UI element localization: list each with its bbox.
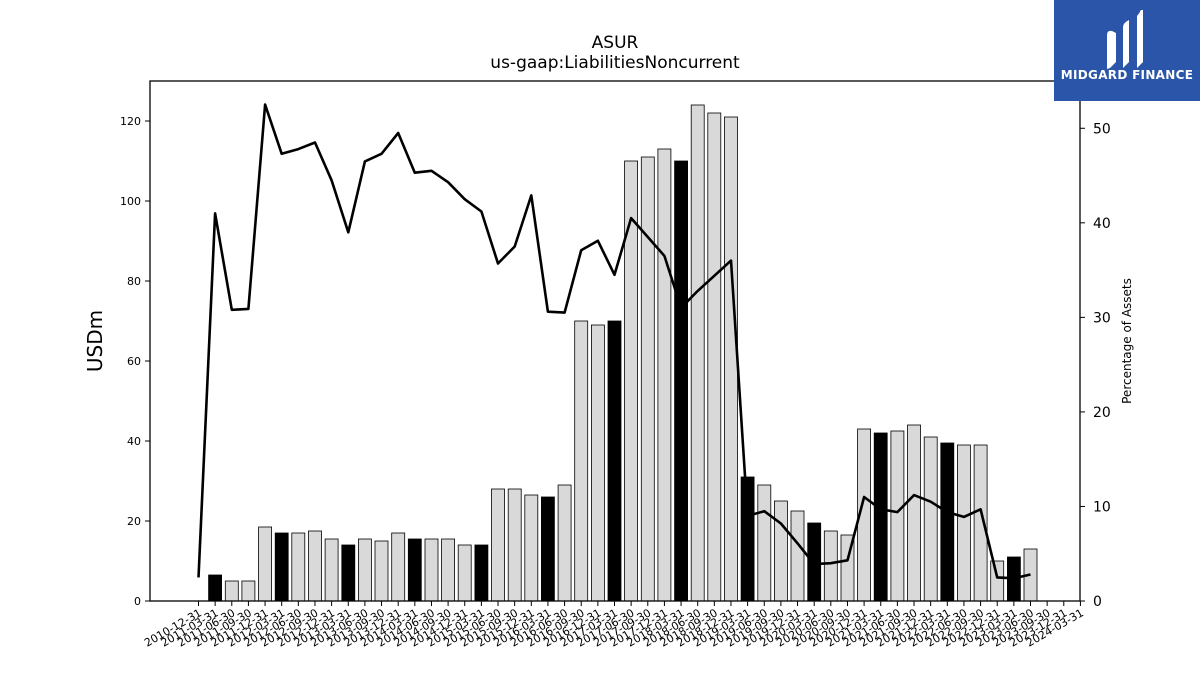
y2-tick-label: 0 <box>1093 594 1102 610</box>
bar-2013-09-30 <box>374 540 389 602</box>
bar-2014-12-31 <box>457 544 472 602</box>
y-tick-label: 0 <box>134 595 141 608</box>
bar-2014-06-30 <box>424 538 439 602</box>
y2-tick-label: 10 <box>1093 499 1111 515</box>
midgard-logo-icon <box>1107 10 1143 69</box>
y2-tick-label: 50 <box>1093 121 1111 137</box>
bar-2011-03-31 <box>208 574 223 602</box>
y-tick-label: 100 <box>120 195 141 208</box>
y-tick-label: 40 <box>127 435 141 448</box>
bar-2018-12-31 <box>724 116 738 602</box>
bar-2019-12-31 <box>790 510 805 602</box>
y-axis-right: 0 10 20 30 40 50 <box>1080 121 1111 610</box>
bar-2015-03-31 <box>474 544 489 602</box>
bar-2022-12-31 <box>990 560 1005 602</box>
chart-subtitle: us-gaap:LiabilitiesNoncurrent <box>490 53 740 73</box>
bar-2018-09-30 <box>707 112 722 602</box>
bar-2018-03-31 <box>674 160 688 602</box>
logo-text: MIDGARD FINANCE <box>1060 68 1194 82</box>
y-axis-label: USDm <box>83 310 107 372</box>
bar-2019-06-30 <box>757 484 772 602</box>
bar-2015-09-30 <box>507 488 522 602</box>
bar-2011-12-31 <box>258 526 273 602</box>
bar-2021-03-31 <box>873 432 888 602</box>
bar-2016-12-31 <box>591 324 605 602</box>
y2-tick-label: 40 <box>1093 216 1111 232</box>
x-axis: 2010-12-312011-03-312011-06-302011-09-30… <box>142 601 1086 650</box>
bar-2014-03-31 <box>407 538 422 602</box>
y-tick-label: 80 <box>127 275 141 288</box>
bar-2016-06-30 <box>557 484 572 602</box>
bar-2020-06-30 <box>823 530 838 602</box>
bar-2020-03-31 <box>807 522 822 602</box>
bar-2013-06-30 <box>357 538 372 602</box>
y-tick-label: 20 <box>127 515 141 528</box>
bar-2012-09-30 <box>308 530 322 602</box>
bar-2021-06-30 <box>890 430 905 602</box>
bar-2019-09-30 <box>774 500 788 602</box>
line-layer <box>197 103 1031 580</box>
chart-title: ASUR <box>591 33 639 53</box>
bar-2021-09-30 <box>907 424 921 602</box>
bar-2017-03-31 <box>607 320 622 602</box>
bar-2021-12-31 <box>923 436 938 602</box>
bar-2013-03-31 <box>341 544 356 602</box>
bar-2015-12-31 <box>524 494 539 602</box>
bar-2016-03-31 <box>541 496 555 602</box>
bar-2017-12-31 <box>657 148 672 602</box>
bar-2016-09-30 <box>574 320 589 602</box>
y2-tick-label: 30 <box>1093 310 1111 326</box>
bar-2019-03-31 <box>740 476 755 602</box>
bar-2017-09-30 <box>640 156 655 602</box>
bar-2012-03-31 <box>274 532 289 602</box>
bar-2022-06-30 <box>957 444 971 602</box>
bar-2013-12-31 <box>391 532 406 602</box>
series-line-percentage-of-assets <box>197 103 1031 580</box>
bar-2014-09-30 <box>441 538 456 602</box>
y-axis-left: 0 20 40 60 80 100 120 <box>120 115 150 608</box>
bars-layer <box>208 104 1038 602</box>
bar-2022-03-31 <box>940 442 955 602</box>
y2-tick-label: 20 <box>1093 405 1111 421</box>
bar-2017-06-30 <box>624 160 638 602</box>
bar-2011-09-30 <box>241 580 256 602</box>
brand-logo: MIDGARD FINANCE <box>1054 0 1200 101</box>
y2-axis-label: Percentage of Assets <box>1120 278 1134 404</box>
y-tick-label: 60 <box>127 355 141 368</box>
bar-2012-12-31 <box>324 538 339 602</box>
bar-2015-06-30 <box>491 488 505 602</box>
y-tick-label: 120 <box>120 115 141 128</box>
bar-2011-06-30 <box>224 580 239 602</box>
bar-2012-06-30 <box>291 532 306 602</box>
bar-2018-06-30 <box>690 104 705 602</box>
